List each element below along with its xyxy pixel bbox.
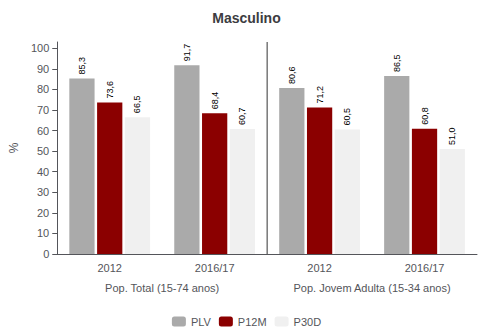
- svg-text:60,7: 60,7: [237, 108, 247, 126]
- svg-text:85,3: 85,3: [77, 57, 87, 75]
- svg-text:60: 60: [37, 125, 49, 137]
- svg-text:100: 100: [31, 42, 49, 54]
- svg-text:73,6: 73,6: [105, 81, 115, 99]
- svg-text:2012: 2012: [97, 262, 121, 274]
- svg-text:2016/17: 2016/17: [195, 262, 235, 274]
- svg-text:60,5: 60,5: [342, 108, 352, 126]
- svg-text:10: 10: [37, 227, 49, 239]
- svg-text:PLV: PLV: [191, 316, 212, 328]
- svg-text:71,2: 71,2: [315, 86, 325, 104]
- svg-text:Masculino: Masculino: [212, 10, 280, 26]
- svg-text:Pop. Total (15-74 anos): Pop. Total (15-74 anos): [105, 282, 219, 294]
- svg-text:70: 70: [37, 104, 49, 116]
- svg-text:50: 50: [37, 145, 49, 157]
- svg-text:0: 0: [43, 248, 49, 260]
- svg-text:80,6: 80,6: [287, 67, 297, 85]
- svg-text:%: %: [7, 142, 21, 153]
- svg-text:66,5: 66,5: [132, 96, 142, 114]
- svg-text:Pop. Jovem Adulta (15-34 anos): Pop. Jovem Adulta (15-34 anos): [293, 282, 450, 294]
- svg-text:20: 20: [37, 207, 49, 219]
- svg-text:80: 80: [37, 83, 49, 95]
- svg-text:30: 30: [37, 186, 49, 198]
- svg-text:60,8: 60,8: [420, 107, 430, 125]
- svg-text:P12M: P12M: [238, 316, 267, 328]
- svg-text:90: 90: [37, 63, 49, 75]
- svg-text:2016/17: 2016/17: [405, 262, 445, 274]
- svg-text:91,7: 91,7: [182, 44, 192, 62]
- svg-text:68,4: 68,4: [210, 92, 220, 110]
- svg-text:2012: 2012: [307, 262, 331, 274]
- svg-text:86,5: 86,5: [392, 54, 402, 72]
- svg-text:40: 40: [37, 166, 49, 178]
- svg-text:P30D: P30D: [294, 316, 322, 328]
- svg-text:51,0: 51,0: [447, 127, 457, 145]
